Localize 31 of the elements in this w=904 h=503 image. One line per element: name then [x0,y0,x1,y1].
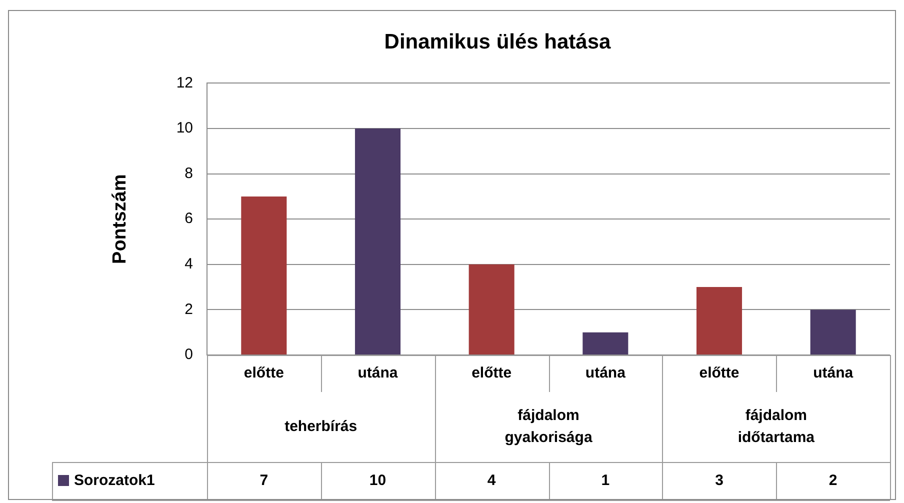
data-label: 2 [828,472,838,490]
data-label: 4 [487,472,496,490]
data-label: 3 [715,472,724,490]
x-tick-label: utána [358,364,398,382]
text: fájdalom gyakorisága [504,407,593,446]
x-tick-label: előtte [472,364,512,382]
y-axis-title: Pontszám [110,174,131,264]
x-tick-label: előtte [244,364,284,382]
data-label: 1 [601,472,610,490]
y-tick-label: 2 [184,300,193,318]
text: fájdalom időtartama [738,407,816,446]
bar [582,332,628,354]
y-tick-label: 0 [184,346,193,364]
bar [810,310,856,354]
y-tick-label: 6 [184,210,193,228]
data-label: 10 [369,472,386,490]
legend-label: Sorozatok1 [74,472,155,490]
text: teherbírás [284,418,358,436]
bar [354,128,401,354]
x-tick-label: utána [585,364,626,382]
chart-title: Dinamikus ülés hatása [384,30,612,54]
bar [696,287,742,354]
y-tick-label: 10 [176,120,193,137]
data-label: 7 [260,472,268,490]
bar [241,196,287,354]
x-tick-label: előtte [699,364,740,382]
bar [468,264,514,354]
y-tick-label: 8 [184,164,193,182]
y-tick-label: 4 [184,256,193,273]
x-tick-label: utána [813,364,854,382]
y-tick-label: 12 [176,74,193,92]
